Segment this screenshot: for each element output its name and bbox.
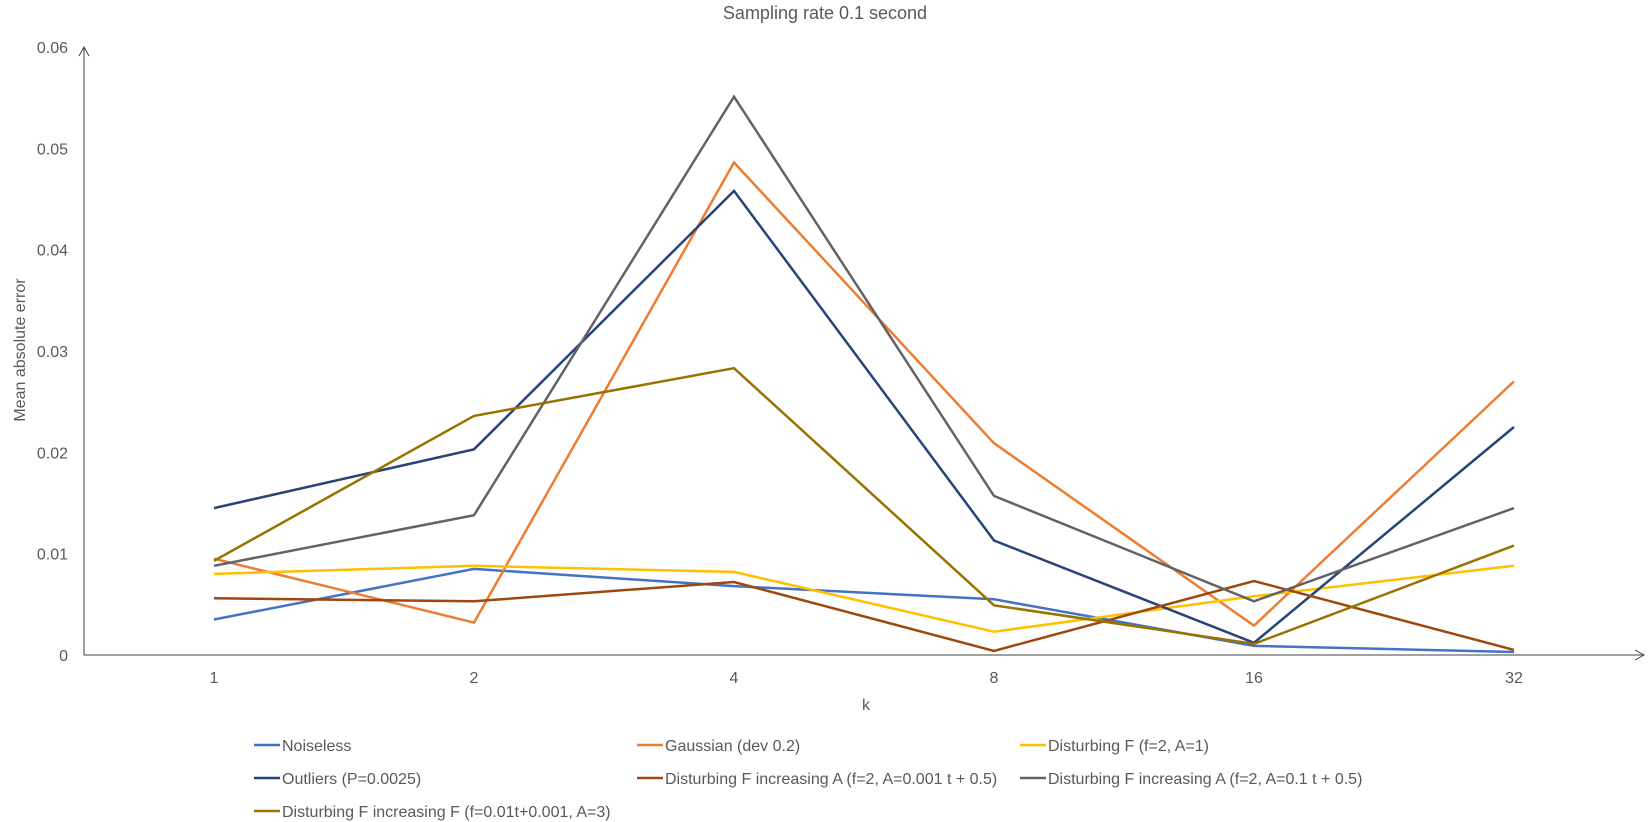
series-line-3: [213, 564, 1515, 633]
x-tick-label: 2: [470, 670, 479, 687]
x-tick-labels: 1 2 4 8 16 32: [210, 670, 1523, 687]
x-tick-label: 8: [990, 670, 999, 687]
series-lines: [213, 94, 1515, 654]
series-line-4: [213, 188, 1515, 645]
series-line-5: [213, 579, 1515, 653]
x-axis-title: k: [862, 697, 871, 714]
legend-label: Disturbing F increasing A (f=2, A=0.1 t …: [1048, 771, 1362, 788]
x-axis: k: [84, 649, 1646, 714]
legend-label: Disturbing F (f=2, A=1): [1048, 738, 1209, 755]
y-tick-label: 0.05: [37, 141, 68, 158]
series-line-6: [213, 94, 1515, 603]
series-line-2: [213, 160, 1515, 628]
x-tick-label: 1: [210, 670, 219, 687]
y-tick-label: 0: [59, 648, 68, 665]
series-line-7: [213, 366, 1515, 646]
y-tick-label: 0.01: [37, 547, 68, 564]
x-tick-label: 32: [1505, 670, 1523, 687]
y-tick-label: 0.02: [37, 445, 68, 462]
series-line-1: [213, 567, 1515, 654]
x-tick-label: 16: [1245, 670, 1263, 687]
y-tick-labels: 0 0.01 0.02 0.03 0.04 0.05 0.06: [37, 40, 68, 665]
legend-label: Gaussian (dev 0.2): [665, 738, 800, 755]
y-tick-label: 0.06: [37, 40, 68, 57]
y-tick-label: 0.03: [37, 344, 68, 361]
chart-title: Sampling rate 0.1 second: [723, 3, 927, 23]
legend-label: Noiseless: [282, 738, 351, 755]
y-axis-title: Mean absolute error: [12, 278, 29, 422]
legend-label: Outliers (P=0.0025): [282, 771, 421, 788]
legend: Noiseless Gaussian (dev 0.2) Disturbing F …: [254, 738, 1362, 821]
x-axis-arrow: [1634, 649, 1646, 661]
x-tick-label: 4: [730, 670, 739, 687]
legend-label: Disturbing F increasing A (f=2, A=0.001 …: [665, 771, 997, 788]
y-axis-arrow: [78, 45, 90, 57]
legend-label: Disturbing F increasing F (f=0.01t+0.001…: [282, 804, 611, 821]
y-axis: Mean absolute error: [12, 45, 90, 655]
y-tick-label: 0.04: [37, 243, 68, 260]
